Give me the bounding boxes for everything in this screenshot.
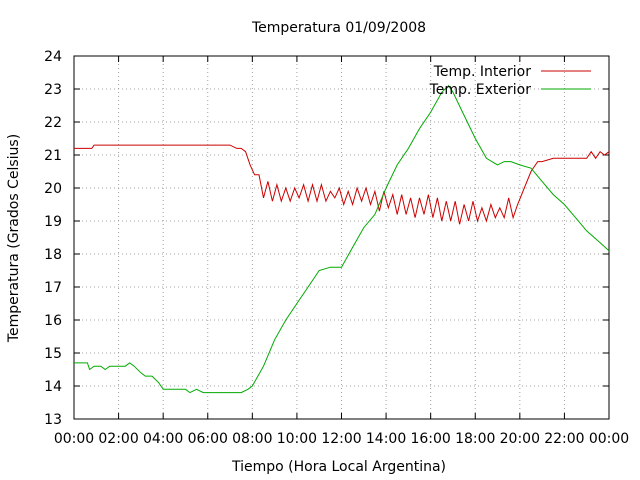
legend-label: Temp. Exterior xyxy=(429,82,532,98)
x-tick-label: 18:00 xyxy=(455,431,495,447)
chart-title: Temperatura 01/09/2008 xyxy=(251,20,426,36)
legend: Temp. Interior Temp. Exterior xyxy=(429,64,591,98)
x-tick-label: 06:00 xyxy=(188,431,228,447)
y-tick-label: 15 xyxy=(44,346,62,362)
x-tick-label: 14:00 xyxy=(366,431,406,447)
y-tick-label: 14 xyxy=(44,379,62,395)
data-series xyxy=(74,84,610,394)
legend-label: Temp. Interior xyxy=(433,64,532,80)
grid xyxy=(74,56,609,419)
y-tick-label: 17 xyxy=(44,280,62,296)
y-tick-label: 23 xyxy=(44,82,62,98)
series-line-temp-interior xyxy=(74,144,610,225)
x-tick-label: 10:00 xyxy=(277,431,317,447)
y-tick-label: 20 xyxy=(44,181,62,197)
series-line-temp-exterior xyxy=(74,84,610,394)
x-tick-label: 00:00 xyxy=(54,431,94,447)
x-tick-label: 16:00 xyxy=(410,431,450,447)
x-axis-label: Tiempo (Hora Local Argentina) xyxy=(231,459,446,475)
x-tick-label: 12:00 xyxy=(321,431,361,447)
y-tick-label: 16 xyxy=(44,313,62,329)
y-tick-label: 18 xyxy=(44,247,62,263)
y-tick-label: 22 xyxy=(44,115,62,131)
y-tick-label: 19 xyxy=(44,214,62,230)
x-tick-label: 08:00 xyxy=(232,431,272,447)
x-tick-label: 02:00 xyxy=(98,431,138,447)
x-tick-label: 04:00 xyxy=(143,431,183,447)
y-tick-label: 24 xyxy=(44,49,62,65)
x-tick-label: 00:00 xyxy=(589,431,629,447)
x-tick-label: 22:00 xyxy=(544,431,584,447)
axis-ticks: 00:00 02:00 04:00 06:00 08:00 10:00 12:00 14:00… xyxy=(44,49,629,447)
y-tick-label: 13 xyxy=(44,412,62,428)
x-tick-label: 20:00 xyxy=(500,431,540,447)
y-axis-label: Temperatura (Grados Celsius) xyxy=(6,134,22,343)
y-tick-label: 21 xyxy=(44,148,62,164)
